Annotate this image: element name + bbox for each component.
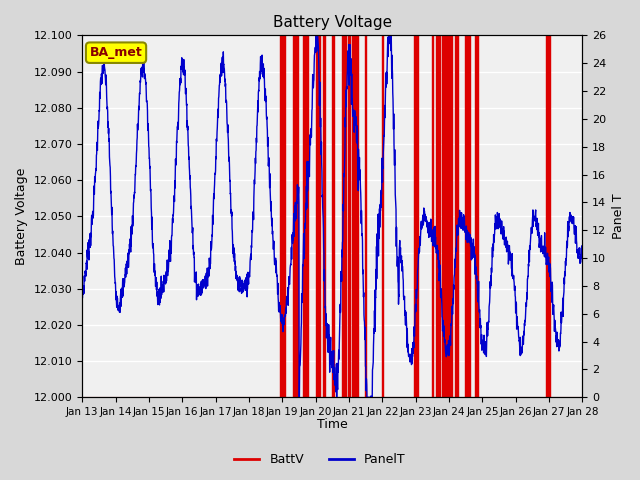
Bar <box>316 36 320 397</box>
Bar <box>348 36 349 397</box>
Text: BA_met: BA_met <box>90 46 143 59</box>
Y-axis label: Battery Voltage: Battery Voltage <box>15 168 28 265</box>
Bar <box>547 36 550 397</box>
Bar <box>303 36 308 397</box>
Bar <box>447 36 452 397</box>
Legend: BattV, PanelT: BattV, PanelT <box>229 448 411 471</box>
Bar <box>323 36 325 397</box>
Y-axis label: Panel T: Panel T <box>612 193 625 239</box>
Bar <box>465 36 470 397</box>
Bar <box>293 36 298 397</box>
Bar <box>442 36 445 397</box>
Title: Battery Voltage: Battery Voltage <box>273 15 392 30</box>
Bar <box>351 36 355 397</box>
Bar <box>280 36 285 397</box>
Bar <box>356 36 358 397</box>
Bar <box>365 36 366 397</box>
Bar <box>332 36 334 397</box>
Bar <box>436 36 440 397</box>
Bar <box>475 36 479 397</box>
X-axis label: Time: Time <box>317 419 348 432</box>
Bar <box>381 36 383 397</box>
Bar <box>455 36 458 397</box>
Bar <box>414 36 419 397</box>
Bar <box>432 36 433 397</box>
Bar <box>342 36 346 397</box>
